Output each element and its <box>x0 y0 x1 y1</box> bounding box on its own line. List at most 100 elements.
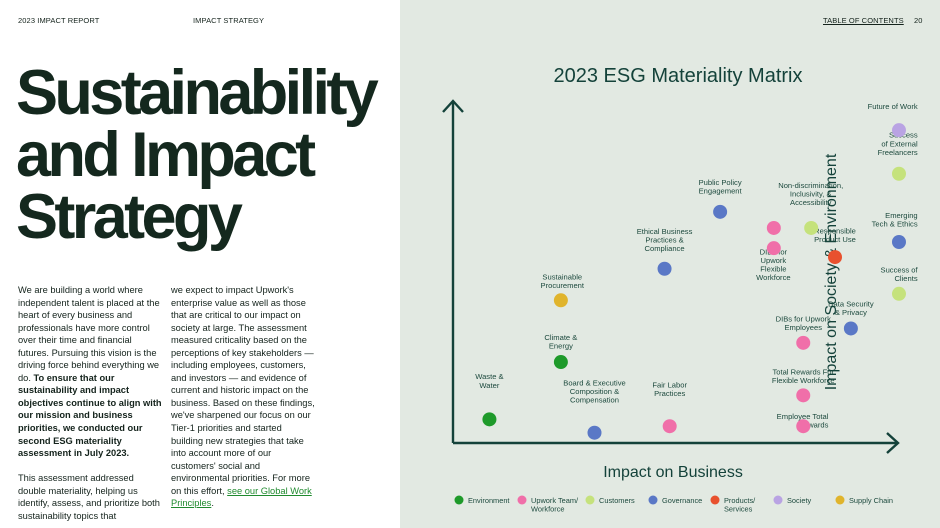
legend-swatch <box>773 495 783 505</box>
global-work-principles-link[interactable]: see our Global Work Principles <box>171 485 312 509</box>
data-points <box>482 123 906 440</box>
point-label-board-executive-composition-compensation: Board & Executive Composition & Compensati… <box>563 378 625 404</box>
legend-label: Society <box>787 496 812 505</box>
point-label-line: Engagement <box>699 187 743 196</box>
point-label-line: Success of <box>881 266 919 275</box>
legend-label-line: Workforce <box>531 505 565 514</box>
legend-item-governance: Governance <box>648 495 702 505</box>
point-label-line: Energy <box>549 342 573 351</box>
data-point-dibs-for-upwork-flexible-workforce-6 <box>766 241 781 256</box>
right-page <box>400 0 940 528</box>
point-label-line: Employees <box>784 323 822 332</box>
legend-label-line: Upwork Team/ <box>531 496 579 505</box>
point-label-public-policy-engagement: Public Policy Engagement <box>699 178 743 196</box>
point-label-line: Flexible Workforce <box>772 376 835 385</box>
point-label-line: & Privacy <box>835 308 867 317</box>
data-point-employee-total-rewards-18 <box>796 419 811 434</box>
x-axis-arrow <box>886 432 900 454</box>
point-label-line: Freelancers <box>878 148 918 157</box>
point-label-line: Accessibility <box>790 198 832 207</box>
table-of-contents-link[interactable]: TABLE OF CONTENTS <box>823 16 904 25</box>
point-label-line: Product Use <box>814 235 856 244</box>
legend-label-line: Supply Chain <box>849 496 893 505</box>
legend-label: Supply Chain <box>849 496 893 505</box>
point-label-line: Rewards <box>798 421 828 430</box>
x-axis <box>453 432 900 454</box>
data-point-success-of-clients-9 <box>891 286 906 301</box>
data-point-fair-labor-practices-17 <box>662 419 677 434</box>
legend-label: Environment <box>468 496 510 505</box>
data-point-future-of-work-0 <box>891 123 906 138</box>
point-label-line: Upwork <box>760 256 786 265</box>
point-label-line: DIBs for Upwork <box>776 315 831 324</box>
point-label-line: of External <box>881 139 918 148</box>
legend-label-line: Society <box>787 496 812 505</box>
y-axis-label: Impact on Society & Environment <box>823 153 840 390</box>
point-label-dibs-for-upwork-employees: DIBs for Upwork Employees <box>776 315 831 333</box>
data-point-responsible-product-use-7 <box>828 250 843 265</box>
data-point-sustainable-procurement-10 <box>553 293 568 308</box>
data-point-total-rewards-for-flexible-workforce-14 <box>796 388 811 403</box>
body-paragraph-1-emphasis: To ensure that our sustainability and im… <box>18 372 162 459</box>
point-label-line: Employee Total <box>777 412 829 421</box>
point-label-line: Compensation <box>570 396 619 405</box>
left-page: 2023 IMPACT REPORT IMPACT STRATEGY Susta… <box>0 0 400 528</box>
legend-swatch <box>454 495 464 505</box>
legend-label: Customers <box>599 496 635 505</box>
data-point-emerging-tech-ethics-5 <box>891 235 906 250</box>
x-axis-label: Impact on Business <box>603 464 743 481</box>
legend-item-supply-chain: Supply Chain <box>835 495 893 505</box>
point-labels: Future of WorkSuccessof ExternalFreelanc… <box>475 102 918 430</box>
page-title-line-3: Strategy <box>16 182 243 252</box>
point-label-line: Waste & <box>475 372 503 381</box>
data-point-success-of-external-freelancers-1 <box>891 166 906 181</box>
point-label-ethical-business-practices-compliance: Ethical Business Practices & Compliance <box>637 227 693 253</box>
data-point-board-executive-composition-compensation-16 <box>587 425 602 440</box>
point-label-waste-water: Waste & Water <box>475 372 503 390</box>
data-point-climate-energy-13 <box>553 355 568 370</box>
point-label-line: Public Policy <box>699 178 742 187</box>
legend-label-line: Customers <box>599 496 635 505</box>
body-paragraph-3-end: . <box>211 498 214 509</box>
legend-label-line: Products/ <box>724 496 756 505</box>
data-point-waste-water-15 <box>482 412 497 427</box>
point-label-line: Board & Executive <box>563 378 625 387</box>
data-point-data-security-privacy-11 <box>843 321 858 336</box>
point-label-line: Tech & Ethics <box>872 220 918 229</box>
legend: Environment Upwork Team/Workforce Customer… <box>454 495 893 514</box>
point-label-non-discrimination-inclusivity-accessibility: Non-discrimination, Inclusivity, & Accessi… <box>778 181 843 207</box>
legend-swatch <box>648 495 658 505</box>
legend-swatch <box>710 495 720 505</box>
data-point-ethical-business-practices-compliance-8 <box>657 261 672 276</box>
point-label-sustainable-procurement: Sustainable Procurement <box>541 272 585 290</box>
point-label-line: Compliance <box>644 244 684 253</box>
point-label-line: Emerging <box>885 211 918 220</box>
point-label-line: Composition & <box>570 387 619 396</box>
point-label-line: Water <box>479 381 499 390</box>
legend-label-line: Governance <box>662 496 702 505</box>
point-label-line: Workforce <box>756 273 790 282</box>
page-title-line-1: Sustainability <box>16 58 379 128</box>
report-label: 2023 IMPACT REPORT <box>18 16 100 25</box>
point-label-line: Practices <box>654 389 685 398</box>
point-label-line: Responsible <box>814 226 856 235</box>
body-paragraph-1: We are building a world where independen… <box>18 284 163 460</box>
legend-swatch <box>585 495 595 505</box>
legend-label: Upwork Team/Workforce <box>531 496 579 514</box>
point-label-line: Climate & <box>544 333 577 342</box>
legend-item-products-services: Products/Services <box>710 495 756 514</box>
chart-title: 2023 ESG Materiality Matrix <box>554 65 803 87</box>
point-label-line: Data Security <box>828 299 874 308</box>
data-point-dibs-for-upwork-employees-12 <box>796 335 811 350</box>
point-label-future-of-work: Future of Work <box>868 102 918 111</box>
legend-label-line: Environment <box>468 496 510 505</box>
legend-label-line: Services <box>724 505 753 514</box>
point-label-line: Flexible <box>760 265 786 274</box>
point-label-line: Ethical Business <box>637 227 693 236</box>
point-label-line: Sustainable <box>542 272 582 281</box>
point-label-success-of-clients: Success of Clients <box>881 266 919 284</box>
point-label-line: Practices & <box>645 235 683 244</box>
point-label-climate-energy: Climate & Energy <box>544 333 577 351</box>
point-label-responsible-product-use: Responsible Product Use <box>814 226 856 244</box>
data-point-public-policy-engagement-2 <box>713 204 728 219</box>
